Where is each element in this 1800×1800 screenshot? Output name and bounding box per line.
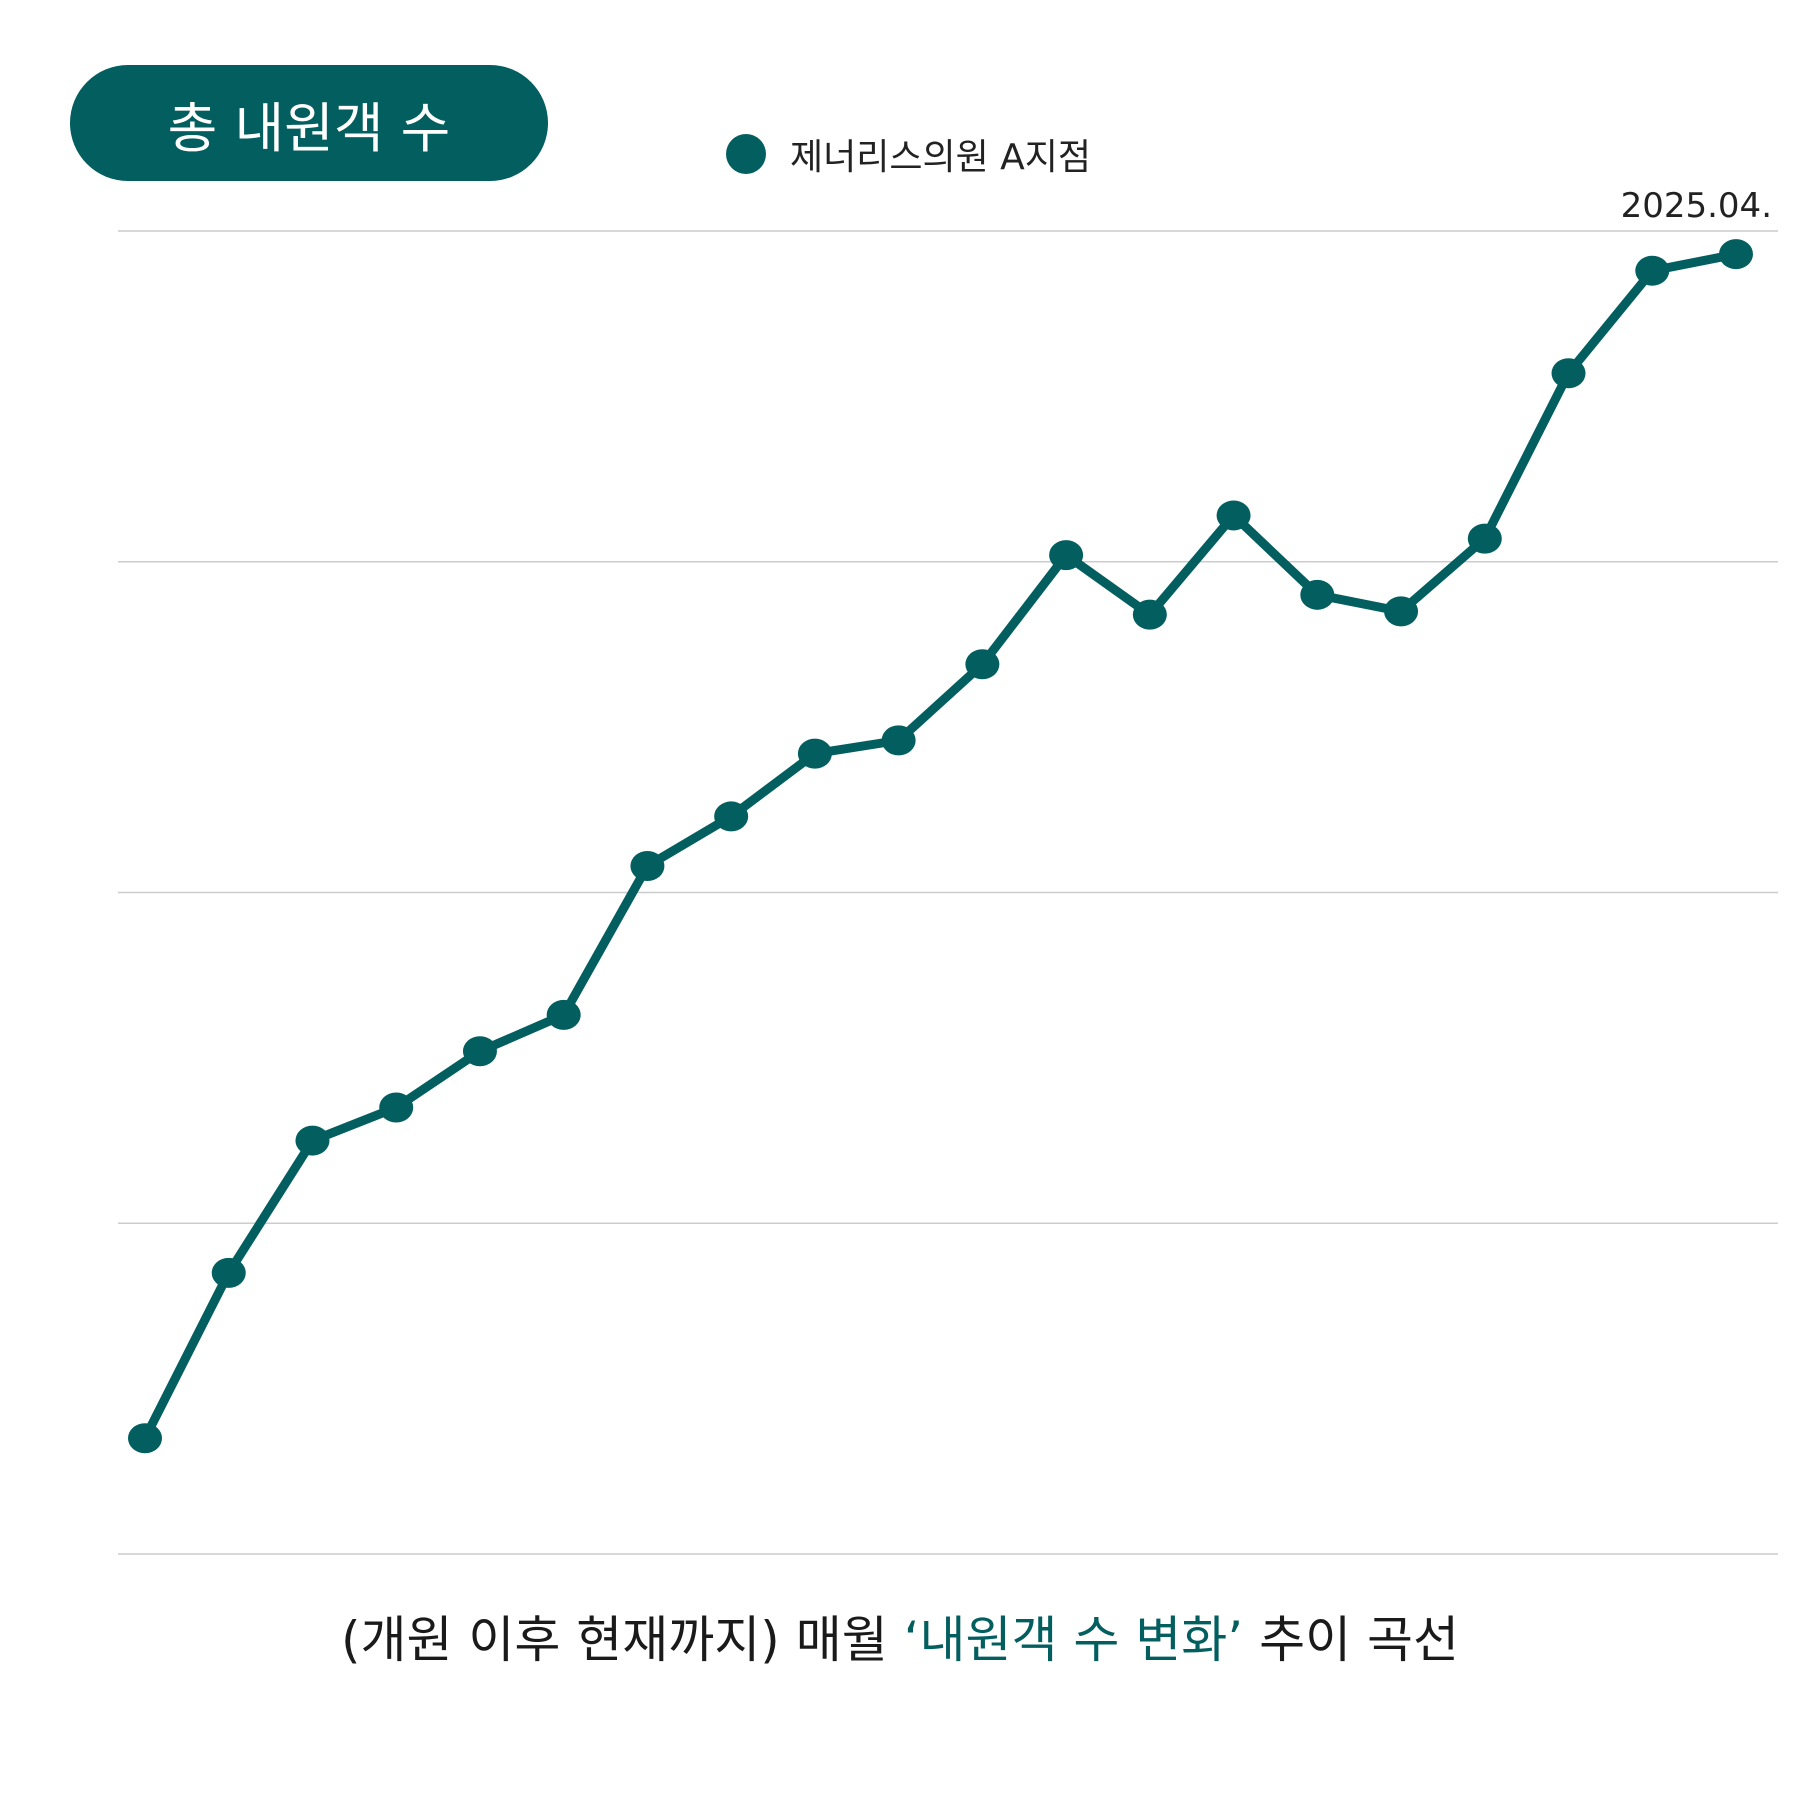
- data-point: [1551, 358, 1586, 389]
- data-point: [1719, 239, 1753, 270]
- data-point: [1635, 255, 1670, 286]
- legend: 제너리스의원 A지점: [726, 128, 1091, 180]
- series-line: [140, 249, 1741, 1443]
- end-date-label: 2025.04.: [1620, 186, 1772, 226]
- data-point: [965, 649, 1000, 680]
- data-point: [546, 999, 581, 1030]
- data-point: [1132, 599, 1167, 630]
- data-point: [379, 1092, 414, 1123]
- data-point: [881, 725, 916, 756]
- data-point: [295, 1125, 330, 1156]
- data-point: [1049, 540, 1084, 571]
- gridlines: [118, 230, 1778, 1555]
- data-point: [1216, 500, 1251, 531]
- data-point: [630, 851, 665, 882]
- caption-prefix: (개원 이후 현재까지) 매월: [341, 1611, 904, 1669]
- legend-marker: [726, 134, 766, 174]
- data-point: [211, 1257, 246, 1288]
- legend-label: 제너리스의원 A지점: [790, 137, 1092, 178]
- data-point: [714, 801, 749, 832]
- data-point: [1467, 523, 1502, 554]
- caption-suffix: 추이 곡선: [1243, 1611, 1459, 1669]
- data-point: [462, 1036, 497, 1067]
- data-point: [128, 1423, 162, 1454]
- data-point: [1384, 596, 1419, 627]
- data-point: [1300, 579, 1335, 610]
- chart-title-badge: 총 내원객 수: [70, 65, 548, 181]
- data-point: [797, 738, 832, 769]
- caption-highlight: ‘내원객 수 변화’: [903, 1611, 1244, 1669]
- chart-title: 총 내원객 수: [167, 96, 451, 160]
- chart-caption: (개원 이후 현재까지) 매월 ‘내원객 수 변화’ 추이 곡선: [0, 1600, 1800, 1672]
